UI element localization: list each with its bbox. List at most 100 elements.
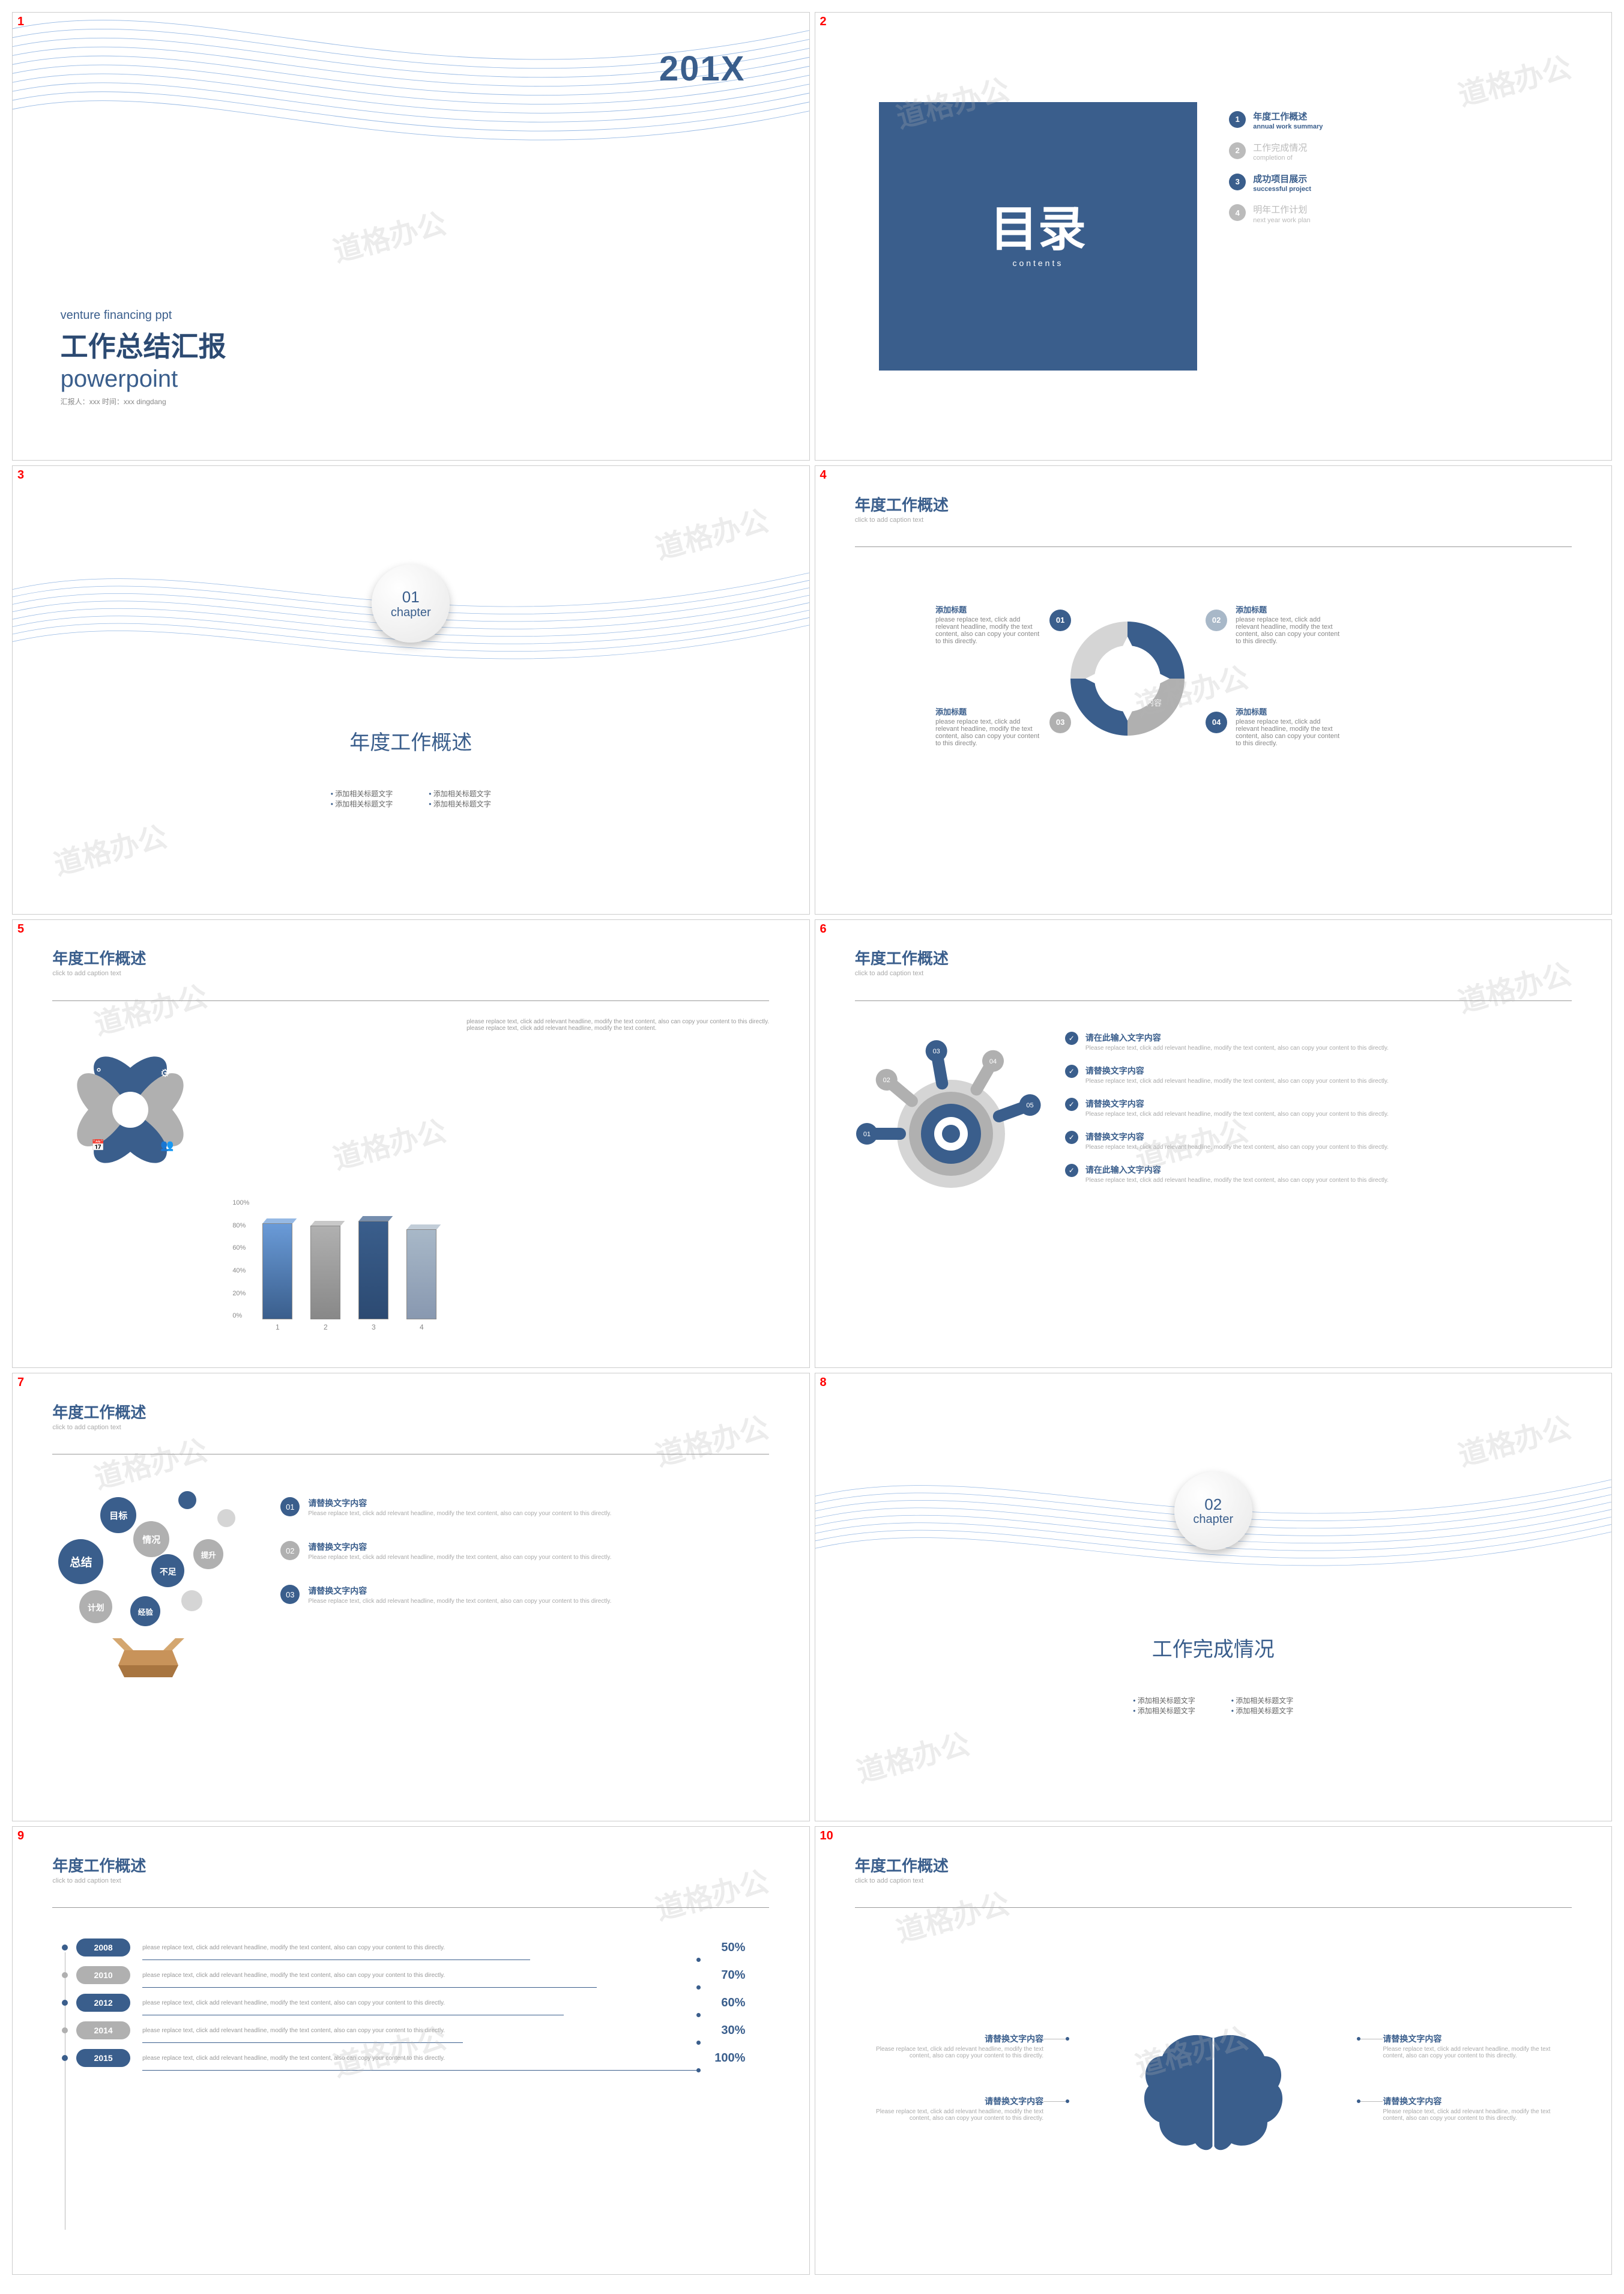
list-item: ✓请替换文字内容Please replace text, click add r… [1065,1065,1572,1085]
row-percent: 70% [703,1969,745,1982]
bullet-item: 添加相关标题文字 [429,799,491,809]
header-sub: click to add caption text [52,1424,769,1431]
bullet-item: 添加相关标题文字 [1133,1705,1195,1716]
slide-number: 6 [820,922,827,936]
left-column: 请替换文字内容Please replace text, click add re… [855,2033,1055,2158]
watermark: 道格办公 [851,1720,974,1790]
author-line: 汇报人：xxx 时间：xxx dingdang [61,396,226,407]
balloon-diagram: 目标总结情况不足提升计划经验 [52,1485,268,1677]
progress-bar [142,2070,697,2071]
content-header: 年度工作概述 click to add caption text [855,946,1572,977]
bullet-item: 添加相关标题文字 [331,799,393,809]
list-item: ✓请替换文字内容Please replace text, click add r… [1065,1098,1572,1118]
bubble: 目标 [100,1497,136,1533]
svg-text:05: 05 [1026,1102,1033,1109]
chapter-title: 工作完成情况 [815,1633,1612,1662]
brain-item: 请替换文字内容Please replace text, click add re… [855,2095,1043,2122]
toc-text: 成功项目展示successful project [1253,174,1311,194]
toc-title: 目录 [990,205,1086,253]
item-number: 02 [280,1541,300,1560]
svg-text:⚬: ⚬ [94,1064,103,1076]
item-text: 请替换文字内容Please replace text, click add re… [1085,1131,1389,1151]
item-text: 请替换文字内容Please replace text, click add re… [308,1497,611,1517]
list-item: ✓请在此输入文字内容Please replace text, click add… [1065,1032,1572,1052]
x-axis-labels: 1234 [262,1323,769,1331]
toc-item: 2 工作完成情况completion of [1229,142,1548,163]
bullet-item: 添加相关标题文字 [331,788,393,799]
year-badge: 2010 [76,1966,130,1984]
x-label: 2 [310,1323,340,1331]
header-sub: click to add caption text [52,1877,769,1884]
bar [358,1199,388,1319]
x-label: 1 [262,1323,292,1331]
timeline-body: 2008 please replace text, click add rele… [76,1938,745,2238]
petal-diagram: ⚬ ⚙ 👥 📅 [52,1032,208,1188]
bar-area [232,1199,769,1319]
header-title: 年度工作概述 [855,946,1572,969]
svg-text:文字内容: 文字内容 [1130,698,1162,707]
header-line [52,1907,769,1908]
donut-chart: 文字内容 文字内容 [1055,607,1200,751]
header-title: 年度工作概述 [855,1854,1572,1876]
right-column: 请替换文字内容Please replace text, click add re… [1371,2033,1571,2158]
content-header: 年度工作概述 click to add caption text [52,1400,769,1431]
progress-dot [696,1958,701,1962]
toc-subtitle: contents [1012,258,1063,268]
slide-number: 10 [820,1829,833,1843]
row-desc: please replace text, click add relevant … [142,2000,703,2006]
slide-number: 8 [820,1376,827,1390]
timeline-row: 2010 please replace text, click add rele… [76,1966,745,1984]
x-label: 3 [358,1323,388,1331]
check-icon: ✓ [1065,1131,1078,1144]
header-title: 年度工作概述 [52,946,769,969]
bubble: 不足 [151,1554,184,1587]
toc-item: 3 成功项目展示successful project [1229,174,1548,194]
year-label: 201X [659,49,745,89]
item-number: 03 [280,1585,300,1604]
check-icon: ✓ [1065,1098,1078,1111]
chapter-bullets: 添加相关标题文字添加相关标题文字添加相关标题文字添加相关标题文字 [815,1695,1612,1716]
donut-text: 添加标题please replace text, click add relev… [1236,706,1344,747]
chapter-title: 年度工作概述 [13,726,809,755]
chapter-bullets: 添加相关标题文字添加相关标题文字添加相关标题文字添加相关标题文字 [13,788,809,809]
bubble [217,1509,235,1527]
slide-number: 5 [17,922,24,936]
slide-7: 7 年度工作概述 click to add caption text 目标总结情… [12,1373,810,1821]
header-title: 年度工作概述 [52,1400,769,1423]
progress-dot [696,1985,701,1990]
radial-diagram: 0102030405 [855,1032,1047,1212]
slide-number: 4 [820,468,827,482]
slide-8: 8 02 chapter 工作完成情况 添加相关标题文字添加相关标题文字添加相关… [815,1373,1613,1821]
toc-block: 目录 contents [879,102,1198,371]
header-sub: click to add caption text [855,1877,1572,1884]
slide-number: 2 [820,15,827,29]
content-header: 年度工作概述 click to add caption text [855,493,1572,524]
svg-text:03: 03 [932,1048,940,1055]
bar [406,1199,436,1319]
title-block: venture financing ppt 工作总结汇报 powerpoint … [61,309,226,407]
header-line [52,1000,769,1001]
subtitle: venture financing ppt [61,309,226,322]
year-badge: 2008 [76,1938,130,1957]
slide-1: 1 201X venture financing ppt 工作总结汇报 powe… [12,12,810,461]
item-text: 请在此输入文字内容Please replace text, click add … [1085,1164,1389,1184]
connector-line [1043,2101,1067,2102]
list-item: 03请替换文字内容Please replace text, click add … [280,1585,769,1605]
toc-number: 3 [1229,174,1246,190]
chart-description: please replace text, click add relevant … [466,1018,769,1032]
brain-icon [1055,2029,1371,2161]
donut-body: 文字内容 文字内容 01020304 添加标题please replace te… [855,592,1572,891]
header-title: 年度工作概述 [855,493,1572,515]
header-line [855,1000,1572,1001]
row-desc: please replace text, click add relevant … [142,2027,703,2034]
box-icon [112,1635,184,1677]
chapter-circle: 01 chapter [372,564,450,643]
slide6-body: 0102030405 ✓请在此输入文字内容Please replace text… [855,1032,1572,1331]
progress-dot [696,2068,701,2072]
progress-bar [142,2042,463,2043]
list-item: 02请替换文字内容Please replace text, click add … [280,1541,769,1561]
slide-9: 9 年度工作概述 click to add caption text 2008 … [12,1826,810,2275]
bullet-item: 添加相关标题文字 [1231,1695,1294,1705]
slide-5: 5 年度工作概述 click to add caption text pleas… [12,919,810,1368]
toc-number: 2 [1229,142,1246,159]
